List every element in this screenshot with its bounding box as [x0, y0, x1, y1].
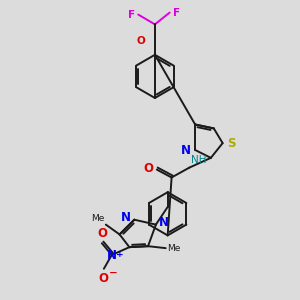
Text: O: O [136, 36, 145, 46]
Text: N: N [181, 143, 191, 157]
Text: N: N [159, 216, 169, 229]
Text: Me: Me [92, 214, 105, 223]
Text: O: O [99, 272, 109, 285]
Text: N: N [122, 211, 131, 224]
Text: O: O [97, 227, 107, 240]
Text: F: F [172, 8, 180, 18]
Text: −: − [109, 268, 118, 278]
Text: +: + [116, 250, 123, 259]
Text: S: S [227, 136, 236, 150]
Text: F: F [128, 10, 135, 20]
Text: N: N [107, 248, 117, 262]
Text: Me: Me [167, 244, 180, 253]
Text: NH: NH [191, 155, 207, 165]
Text: O: O [143, 162, 153, 175]
